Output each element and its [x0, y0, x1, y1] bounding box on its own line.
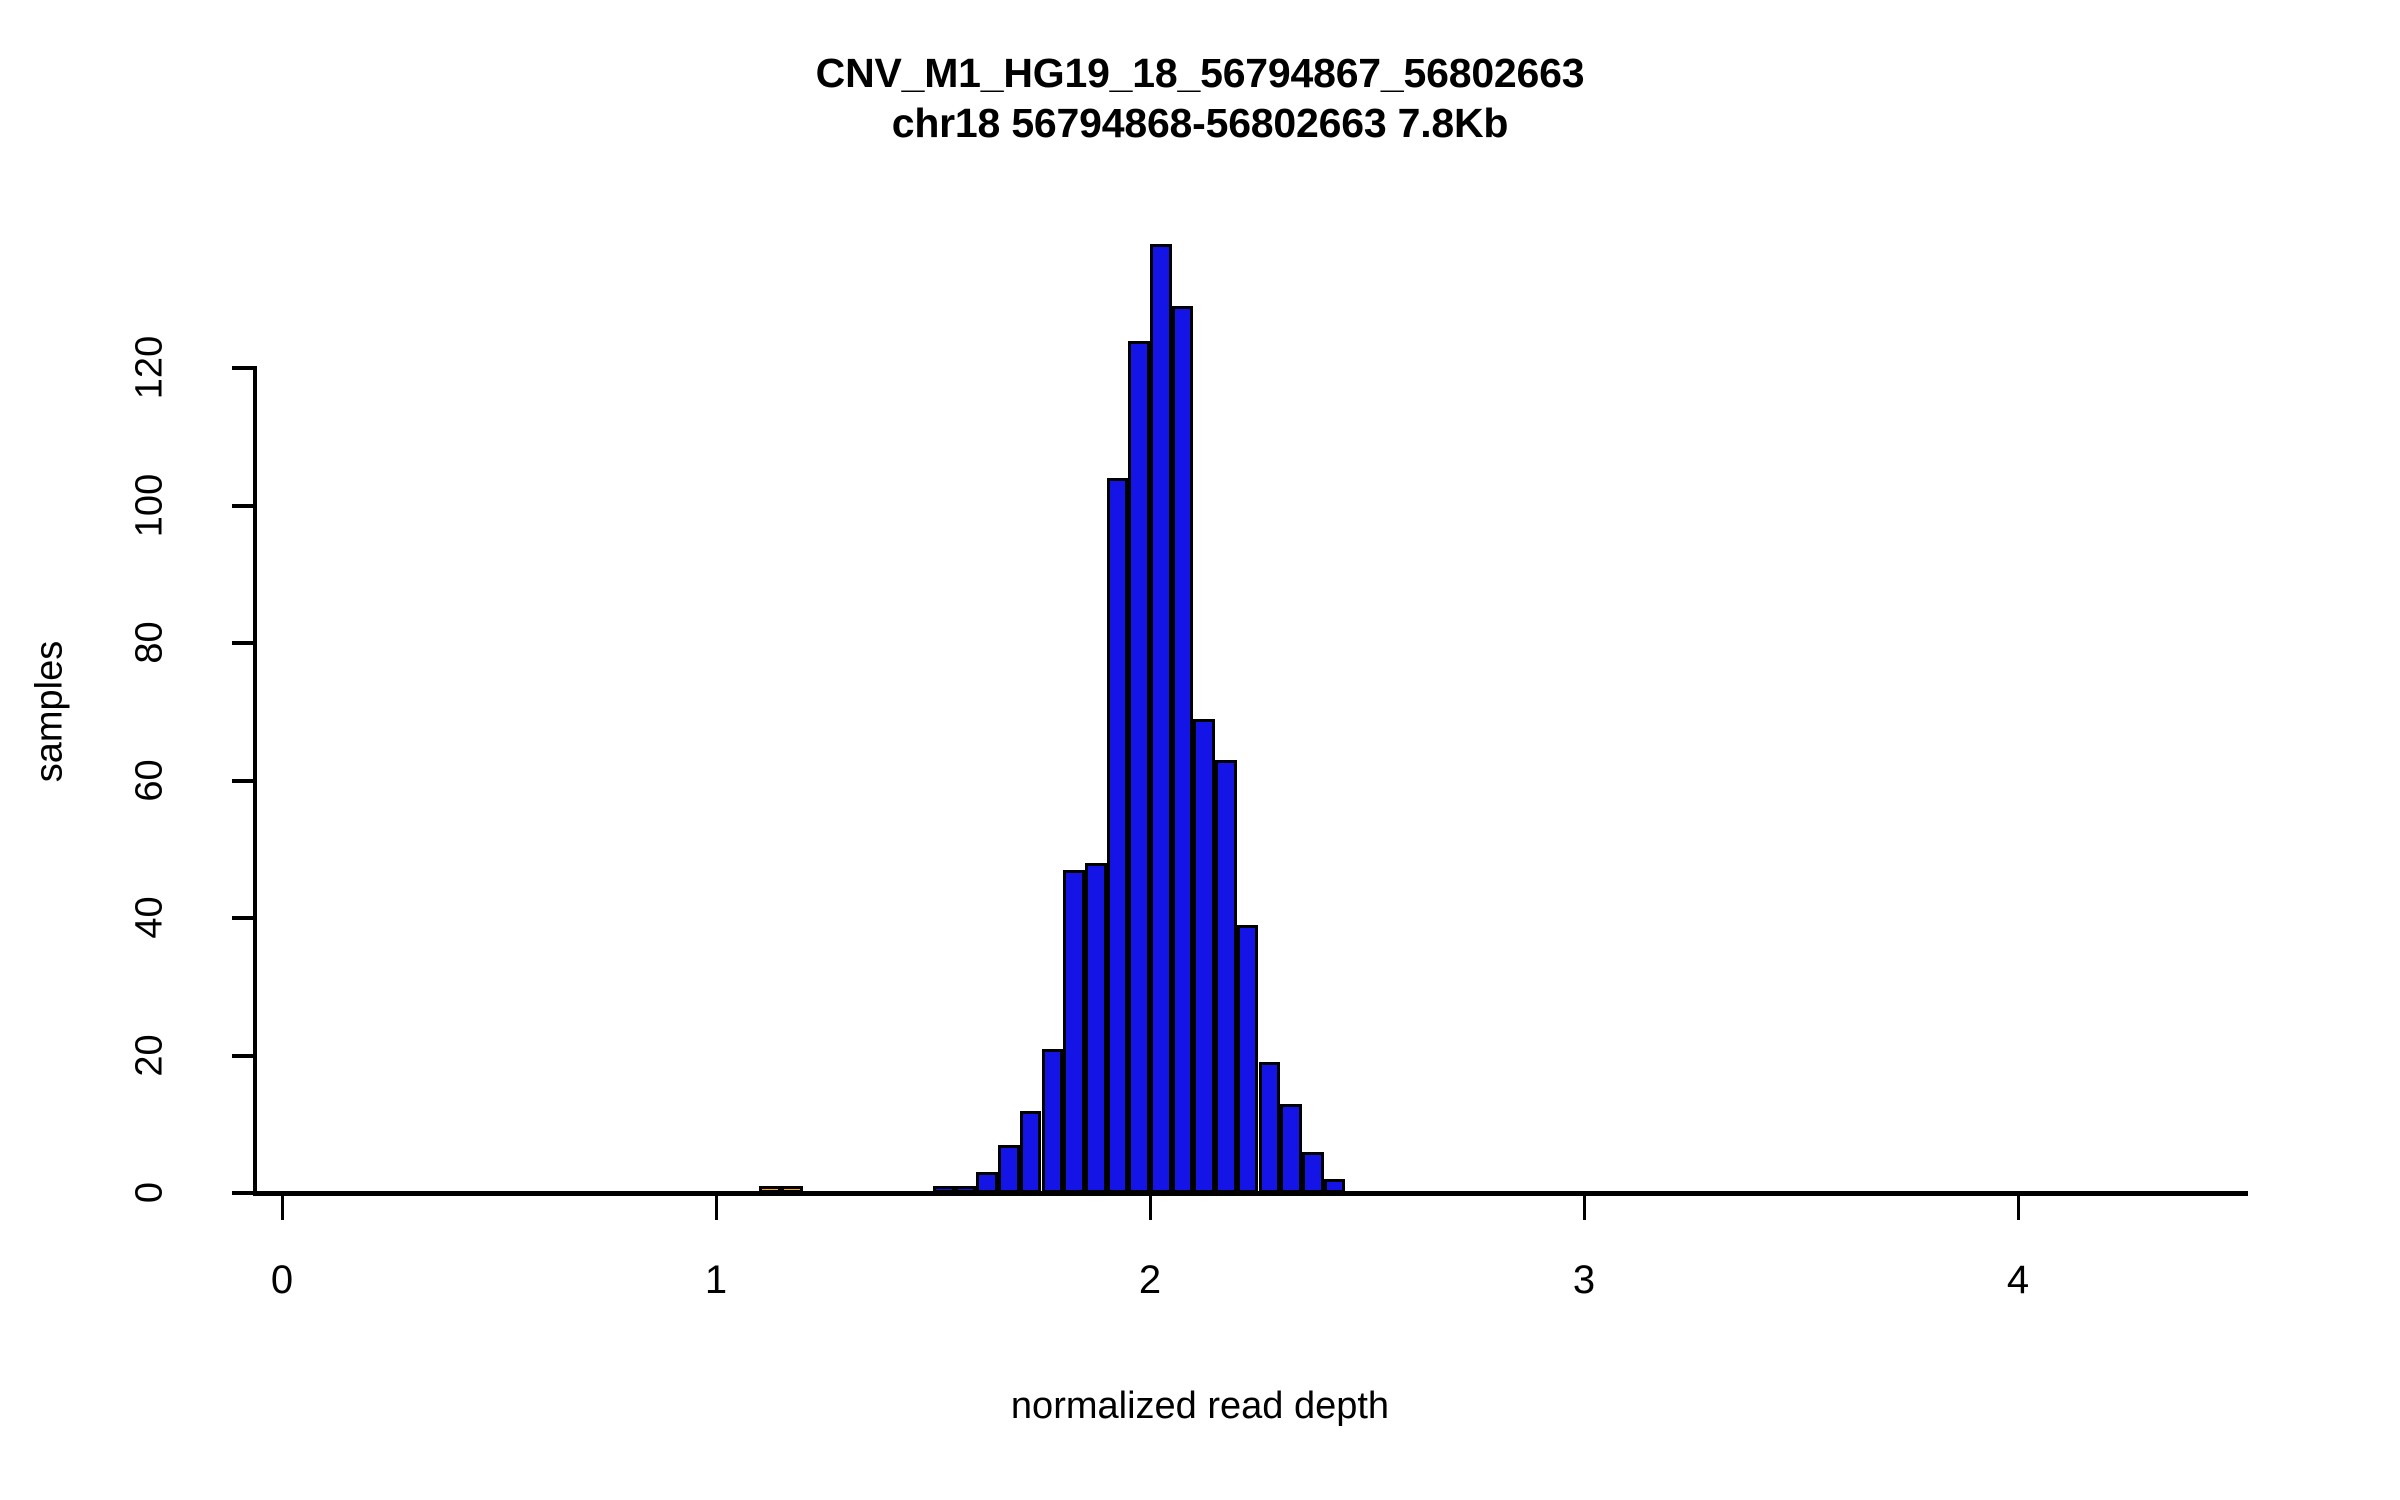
x-tick-mark	[1149, 1196, 1152, 1220]
histogram-bar	[1301, 1151, 1324, 1193]
histogram-bar	[1323, 1179, 1346, 1193]
histogram-bar	[781, 1186, 803, 1193]
y-tick-mark	[232, 1191, 254, 1195]
x-tick-label: 2	[1138, 1258, 1162, 1302]
histogram-bar	[1171, 306, 1194, 1193]
x-axis-title: normalized read depth	[1010, 1385, 1390, 1427]
histogram-bar	[1128, 340, 1150, 1193]
x-tick-mark	[2017, 1196, 2020, 1220]
histogram-bar	[1236, 924, 1259, 1193]
title-line-2: chr18 56794868-56802663 7.8Kb	[891, 100, 1509, 147]
page-title: CNV_M1_HG19_18_56794867_56802663 chr18 5…	[0, 48, 2400, 148]
histogram-bar	[933, 1186, 955, 1193]
title-line-1: CNV_M1_HG19_18_56794867_56802663	[815, 50, 1585, 96]
histogram-bar	[1019, 1110, 1042, 1193]
histogram-bar	[1063, 869, 1085, 1193]
histogram-bar	[954, 1186, 977, 1193]
histogram-bar	[1150, 244, 1172, 1193]
x-tick-mark	[281, 1196, 284, 1220]
histogram-bar	[998, 1144, 1020, 1193]
histogram-bar	[759, 1186, 782, 1193]
x-tick-mark	[715, 1196, 718, 1220]
histogram-bar	[1084, 863, 1107, 1193]
x-axis-line	[253, 1191, 2248, 1196]
histogram-bar	[1280, 1103, 1302, 1193]
histogram-bar	[1215, 759, 1237, 1193]
x-tick-label: 4	[2006, 1258, 2030, 1302]
histogram-bar	[1258, 1062, 1281, 1193]
y-tick-mark	[232, 366, 254, 370]
y-axis-line	[253, 366, 257, 1195]
histogram-bar	[1106, 478, 1129, 1193]
y-axis-title: samples	[28, 640, 71, 783]
x-tick-mark	[1583, 1196, 1586, 1220]
x-tick-label: 3	[1572, 1258, 1596, 1302]
histogram-bar	[1041, 1048, 1064, 1193]
histogram-bar	[976, 1172, 999, 1193]
x-tick-label: 0	[270, 1258, 294, 1302]
y-tick-mark	[232, 916, 254, 920]
histogram-bar	[1193, 718, 1216, 1193]
y-tick-mark	[232, 1053, 254, 1058]
y-tick-mark	[232, 503, 254, 508]
y-tick-mark	[232, 641, 254, 645]
x-tick-label: 1	[704, 1258, 728, 1302]
y-tick-mark	[232, 778, 254, 783]
